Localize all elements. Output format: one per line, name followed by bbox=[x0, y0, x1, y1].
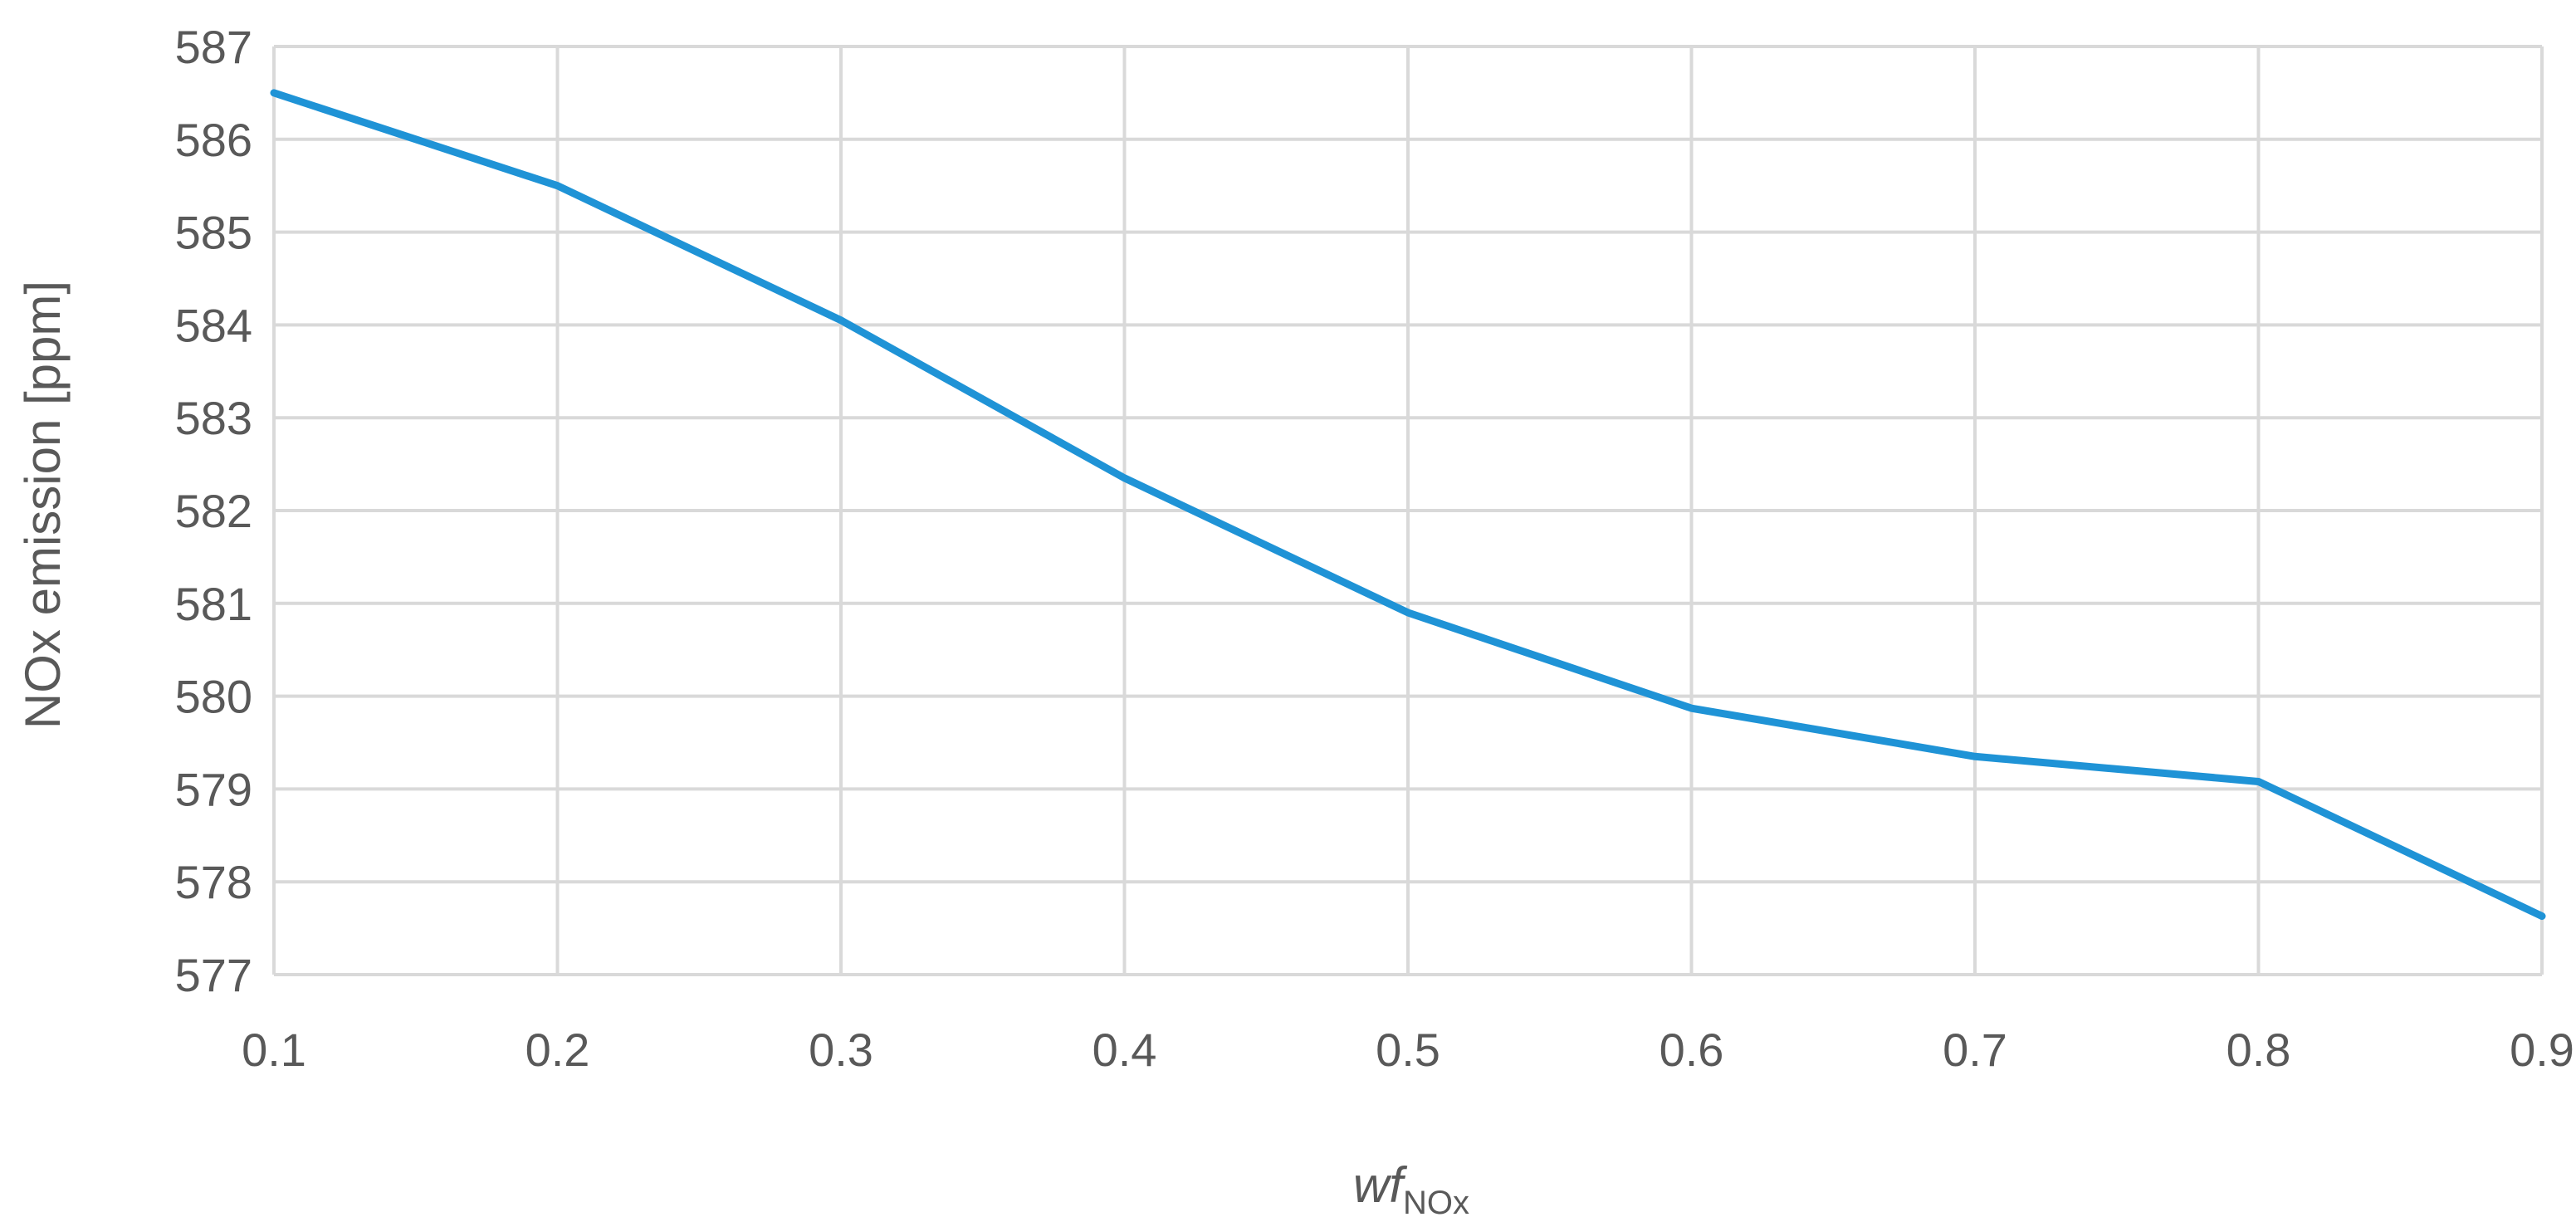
y-tick-label: 583 bbox=[175, 392, 252, 444]
y-tick-label: 580 bbox=[175, 671, 252, 723]
y-tick-label: 578 bbox=[175, 856, 252, 908]
x-axis-title: wfNOx bbox=[1353, 1157, 1469, 1221]
y-tick-labels: 577 578 579 580 581 582 583 584 585 586 587 bbox=[175, 21, 252, 1001]
y-tick-label: 587 bbox=[175, 21, 252, 73]
x-tick-label: 0.6 bbox=[1659, 1024, 1724, 1076]
series-line bbox=[270, 89, 2546, 921]
x-tick-label: 0.7 bbox=[1943, 1024, 2007, 1076]
x-tick-label: 0.2 bbox=[525, 1024, 590, 1076]
x-tick-label: 0.4 bbox=[1092, 1024, 1157, 1076]
y-tick-label: 582 bbox=[175, 485, 252, 537]
x-tick-label: 0.9 bbox=[2510, 1024, 2574, 1076]
y-tick-label: 586 bbox=[175, 114, 252, 166]
y-tick-label: 579 bbox=[175, 763, 252, 815]
horizontal-gridlines bbox=[274, 45, 2542, 976]
x-tick-label: 0.3 bbox=[809, 1024, 873, 1076]
x-tick-label: 0.1 bbox=[242, 1024, 306, 1076]
y-tick-label: 585 bbox=[175, 207, 252, 259]
x-tick-label: 0.5 bbox=[1376, 1024, 1440, 1076]
x-axis-title-subscript: NOx bbox=[1403, 1185, 1469, 1221]
y-tick-label: 581 bbox=[175, 578, 252, 630]
x-tick-labels: 0.1 0.2 0.3 0.4 0.5 0.6 0.7 0.8 0.9 bbox=[242, 1024, 2574, 1076]
y-tick-label: 584 bbox=[175, 299, 252, 351]
series-group bbox=[270, 89, 2546, 921]
x-axis-title-main: wf bbox=[1353, 1157, 1407, 1213]
y-axis-title: NOx emission [ppm] bbox=[15, 281, 71, 729]
x-tick-label: 0.8 bbox=[2227, 1024, 2291, 1076]
y-tick-label: 577 bbox=[175, 949, 252, 1001]
